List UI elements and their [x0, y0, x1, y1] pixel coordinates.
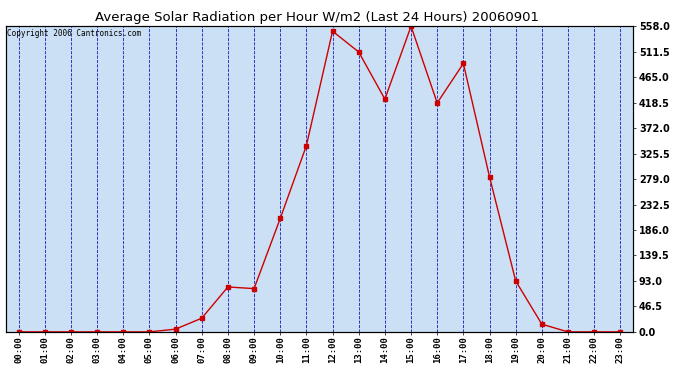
- Text: Average Solar Radiation per Hour W/m2 (Last 24 Hours) 20060901: Average Solar Radiation per Hour W/m2 (L…: [95, 11, 540, 24]
- Text: Copyright 2006 Cantronics.com: Copyright 2006 Cantronics.com: [7, 29, 141, 38]
